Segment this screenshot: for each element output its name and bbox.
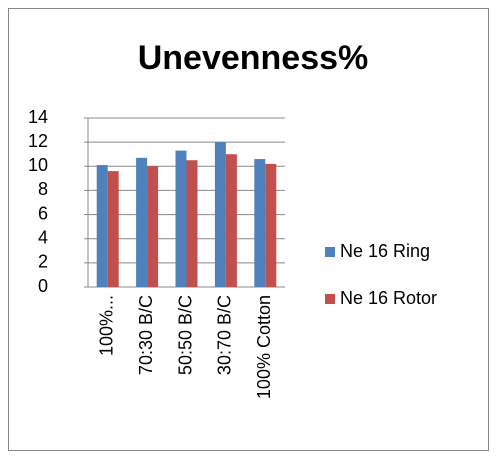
legend-label: Ne 16 Ring (340, 241, 430, 261)
bar (136, 157, 148, 287)
x-tick-label: 100% Cotton (254, 295, 274, 399)
bar (96, 165, 108, 287)
x-tick-label: 50:50 B/C (175, 295, 195, 375)
bar (214, 142, 226, 287)
bar (107, 171, 119, 287)
x-tick-label: 70:30 B/C (136, 295, 156, 375)
bar (254, 159, 266, 287)
y-tick-label: 8 (38, 179, 48, 199)
y-tick-label: 12 (28, 131, 48, 151)
legend-label: Ne 16 Rotor (340, 288, 437, 308)
legend-swatch (325, 294, 335, 304)
x-tick-label: 30:70 B/C (215, 295, 235, 375)
y-tick-label: 6 (38, 203, 48, 223)
y-tick-label: 10 (28, 155, 48, 175)
bar (265, 163, 277, 287)
y-tick-label: 14 (28, 107, 48, 127)
bar (147, 166, 159, 287)
y-tick-label: 0 (38, 276, 48, 296)
bar (175, 150, 187, 287)
bar (225, 154, 237, 287)
legend-swatch (325, 247, 335, 257)
bar (186, 160, 198, 287)
y-tick-label: 2 (38, 252, 48, 272)
chart-title: Unevenness% (138, 39, 369, 77)
x-tick-label: 100%... (96, 295, 116, 356)
y-tick-label: 4 (38, 227, 48, 247)
